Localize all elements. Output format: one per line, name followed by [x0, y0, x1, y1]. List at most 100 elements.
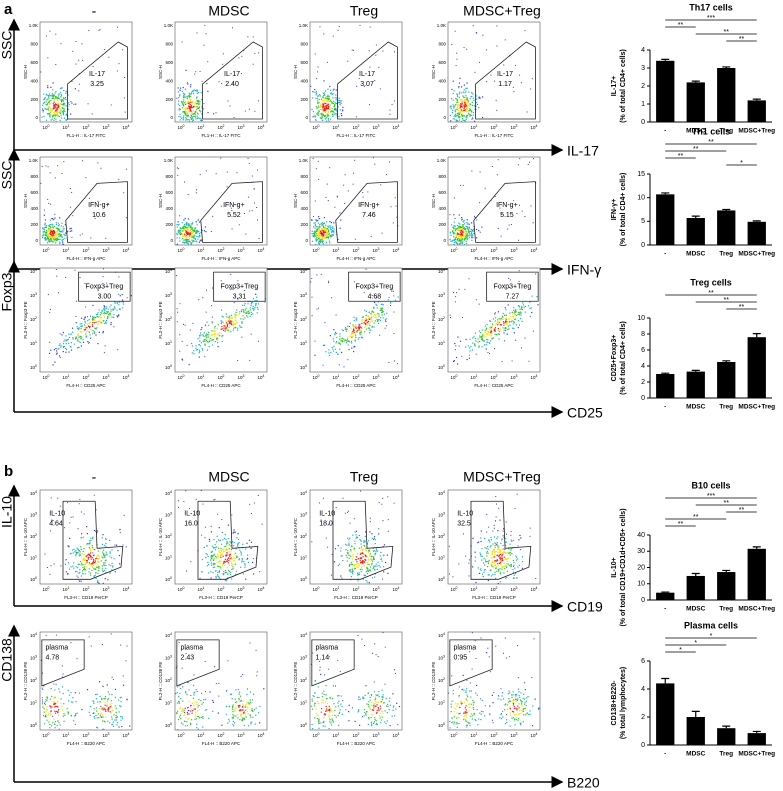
event-dot — [327, 98, 328, 99]
event-dot — [55, 64, 56, 65]
event-dot — [45, 108, 46, 109]
tick-exp: 4 — [536, 247, 538, 251]
event-dot — [351, 572, 352, 573]
event-dot — [335, 109, 336, 110]
event-dot — [221, 83, 222, 84]
tick-exp: 1 — [338, 247, 340, 251]
event-dot — [48, 102, 49, 103]
event-dot — [254, 53, 255, 54]
event-dot — [94, 530, 95, 531]
event-dot — [338, 545, 339, 546]
event-dot — [315, 235, 316, 236]
event-dot — [348, 555, 349, 556]
event-dot — [472, 343, 473, 344]
event-dot — [89, 329, 90, 330]
event-dot — [45, 240, 46, 241]
event-dot — [380, 555, 381, 556]
event-dot — [489, 328, 490, 329]
event-dot — [352, 332, 353, 333]
event-dot — [193, 113, 194, 114]
event-dot — [219, 571, 220, 572]
event-dot — [207, 562, 208, 563]
event-dot — [503, 321, 504, 322]
event-dot — [343, 338, 344, 339]
event-dot — [314, 92, 315, 93]
event-dot — [492, 562, 493, 563]
event-dot — [114, 308, 115, 309]
event-dot — [259, 238, 260, 239]
event-dot — [243, 309, 244, 310]
event-dot — [212, 572, 213, 573]
event-dot — [537, 304, 538, 305]
event-dot — [322, 100, 323, 101]
event-dot — [352, 557, 353, 558]
event-dot — [451, 106, 452, 107]
event-dot — [340, 344, 341, 345]
event-dot — [327, 233, 328, 234]
event-dot — [214, 554, 215, 555]
column-header: MDSC+Treg — [463, 469, 541, 485]
event-dot — [464, 244, 465, 245]
event-dot — [505, 307, 506, 308]
event-dot — [454, 239, 455, 240]
event-dot — [472, 105, 473, 106]
event-dot — [449, 214, 450, 215]
event-dot — [456, 243, 457, 244]
event-dot — [380, 310, 381, 311]
event-dot — [394, 51, 395, 52]
event-dot — [464, 289, 465, 290]
event-dot — [233, 322, 234, 323]
event-dot — [499, 331, 500, 332]
event-dot — [318, 67, 319, 68]
event-dot — [530, 205, 531, 206]
event-dot — [501, 324, 502, 325]
event-dot — [513, 307, 514, 308]
plot-y-tick: 102 — [165, 533, 172, 539]
event-dot — [53, 104, 54, 105]
tick-exp: 2 — [223, 586, 225, 590]
event-dot — [465, 91, 466, 92]
event-dot — [179, 105, 180, 106]
event-dot — [460, 99, 461, 100]
tick-exp: 0 — [305, 364, 307, 368]
event-dot — [81, 564, 82, 565]
event-dot — [101, 322, 102, 323]
event-dot — [373, 326, 374, 327]
event-dot — [90, 550, 91, 551]
event-dot — [487, 342, 488, 343]
event-dot — [190, 225, 191, 226]
event-dot — [529, 302, 530, 303]
column-header: Treg — [350, 3, 378, 19]
event-dot — [80, 323, 81, 324]
tick-exp: 0 — [443, 364, 445, 368]
event-dot — [60, 103, 61, 104]
event-dot — [486, 552, 487, 553]
event-dot — [199, 235, 200, 236]
event-dot — [463, 110, 464, 111]
event-dot — [322, 107, 323, 108]
plot-y-title: FL2-H :: Foxp3 PE — [158, 301, 163, 338]
event-dot — [515, 309, 516, 310]
event-dot — [221, 551, 222, 552]
event-dot — [199, 336, 200, 337]
event-dot — [87, 560, 88, 561]
event-dot — [197, 93, 198, 94]
plot-x-tick: 101 — [471, 124, 478, 130]
event-dot — [60, 120, 61, 121]
event-dot — [450, 232, 451, 233]
event-dot — [235, 317, 236, 318]
event-dot — [374, 80, 375, 81]
event-dot — [382, 579, 383, 580]
event-dot — [49, 574, 50, 575]
event-dot — [333, 106, 334, 107]
event-dot — [92, 318, 93, 319]
gate-name: IFN-g+ — [358, 202, 380, 209]
event-dot — [94, 328, 95, 329]
event-dot — [84, 324, 85, 325]
event-dot — [221, 519, 222, 520]
plot-y-tick: 104 — [438, 268, 445, 274]
event-dot — [344, 203, 345, 204]
event-dot — [50, 100, 51, 101]
tick-exp: 4 — [170, 268, 172, 272]
event-dot — [498, 550, 499, 551]
